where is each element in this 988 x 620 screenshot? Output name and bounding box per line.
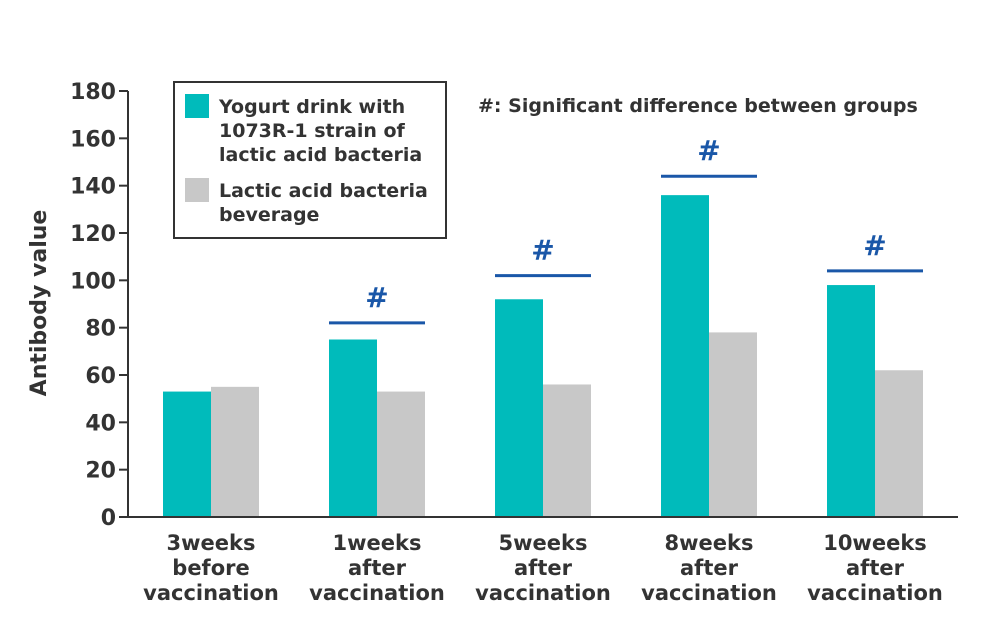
legend-box: [173, 81, 447, 239]
significance-marker: #: [531, 234, 554, 267]
x-tick-label: vaccination: [475, 581, 611, 605]
legend-label-2: Lactic acid bacteria: [219, 180, 428, 202]
y-tick-label: 160: [70, 127, 116, 152]
bars: [163, 195, 923, 517]
y-tick-label: 60: [85, 364, 116, 389]
bar-series-1: [661, 195, 709, 517]
x-tick-label: 3weeks: [167, 531, 256, 555]
legend-label-1: Yogurt drink with: [218, 96, 405, 118]
x-tick-label: vaccination: [807, 581, 943, 605]
y-tick-label: 180: [70, 80, 116, 105]
y-axis: 0 20 40 60 80 100 120 140 160 180: [70, 80, 128, 531]
legend-swatch-2: [185, 178, 209, 202]
legend-swatch-1: [185, 94, 209, 118]
x-tick-label: 10weeks: [823, 531, 927, 555]
bar-series-1: [827, 285, 875, 517]
x-tick-label: 8weeks: [665, 531, 754, 555]
x-tick-label: after: [514, 556, 573, 580]
bar-series-2: [709, 332, 757, 517]
y-tick-label: 120: [70, 222, 116, 247]
bar-series-2: [875, 370, 923, 517]
x-axis-labels: 3weeksbeforevaccination1weeksaftervaccin…: [143, 531, 943, 605]
significance-marker: #: [863, 229, 886, 262]
x-tick-label: after: [846, 556, 905, 580]
x-tick-label: 1weeks: [333, 531, 422, 555]
x-tick-label: vaccination: [641, 581, 777, 605]
y-tick-label: 100: [70, 269, 116, 294]
bar-series-2: [211, 386, 259, 517]
x-tick-label: vaccination: [309, 581, 445, 605]
legend-label-2: beverage: [219, 204, 319, 226]
y-tick-label: 20: [85, 459, 116, 484]
x-tick-label: after: [348, 556, 407, 580]
x-tick-label: before: [172, 556, 249, 580]
bar-series-2: [377, 391, 425, 517]
y-tick-label: 0: [101, 506, 116, 531]
significance-note: #: Significant difference between groups: [478, 95, 918, 117]
legend-label-1: lactic acid bacteria: [219, 144, 422, 166]
y-axis-label: Antibody value: [27, 210, 52, 397]
y-tick-label: 80: [85, 317, 116, 342]
y-tick-label: 140: [70, 175, 116, 200]
bar-series-2: [543, 384, 591, 517]
significance-marker: #: [697, 134, 720, 167]
significance-marker: #: [365, 281, 388, 314]
x-tick-label: 5weeks: [499, 531, 588, 555]
significance-markers: # # # #: [329, 134, 923, 325]
x-tick-label: vaccination: [143, 581, 279, 605]
bar-series-1: [495, 299, 543, 517]
x-tick-label: after: [680, 556, 739, 580]
bar-series-1: [163, 391, 211, 517]
bar-series-1: [329, 339, 377, 517]
y-tick-label: 40: [85, 411, 116, 436]
legend-label-1: 1073R-1 strain of: [219, 120, 406, 142]
